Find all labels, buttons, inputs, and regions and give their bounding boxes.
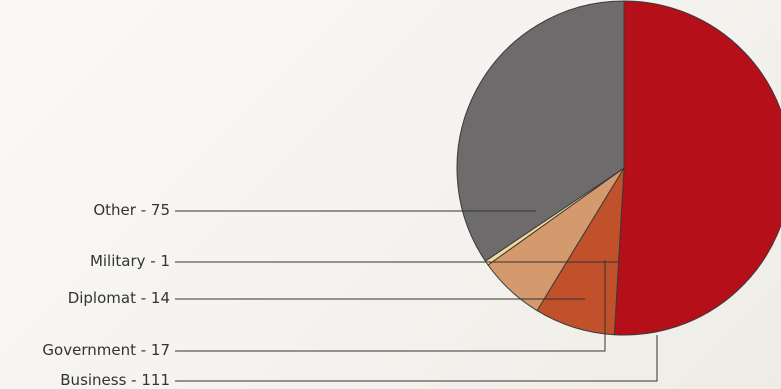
leader-lines	[175, 210, 658, 382]
pie-slice-other	[456, 0, 625, 262]
label-other: Other - 75	[93, 201, 170, 219]
label-military: Military - 1	[90, 252, 170, 270]
leader-line-business	[175, 335, 658, 382]
pie-slice-business	[613, 0, 781, 336]
label-diplomat: Diplomat - 14	[68, 289, 170, 307]
label-business: Business - 111	[60, 371, 170, 389]
pie-slices	[456, 0, 781, 336]
leader-line-government	[175, 260, 606, 352]
label-government: Government - 17	[42, 341, 170, 359]
